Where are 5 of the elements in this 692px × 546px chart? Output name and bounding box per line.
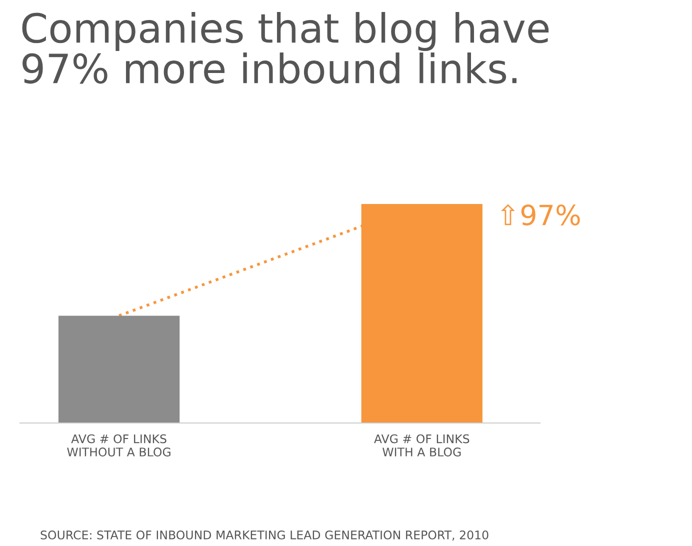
annotation: ⇧97% xyxy=(501,204,580,226)
chart-title: Companies that blog have 97% more inbound links. xyxy=(22,12,549,84)
source-note: SOURCE: STATE OF INBOUND MARKETING LEAD GENERATION REPORT, 2010 xyxy=(40,530,488,541)
x-tick-label: AVG # OF LINKS WITHOUT A BLOG xyxy=(67,434,170,456)
x-tick-label: AVG # OF LINKS WITH A BLOG xyxy=(374,434,470,456)
